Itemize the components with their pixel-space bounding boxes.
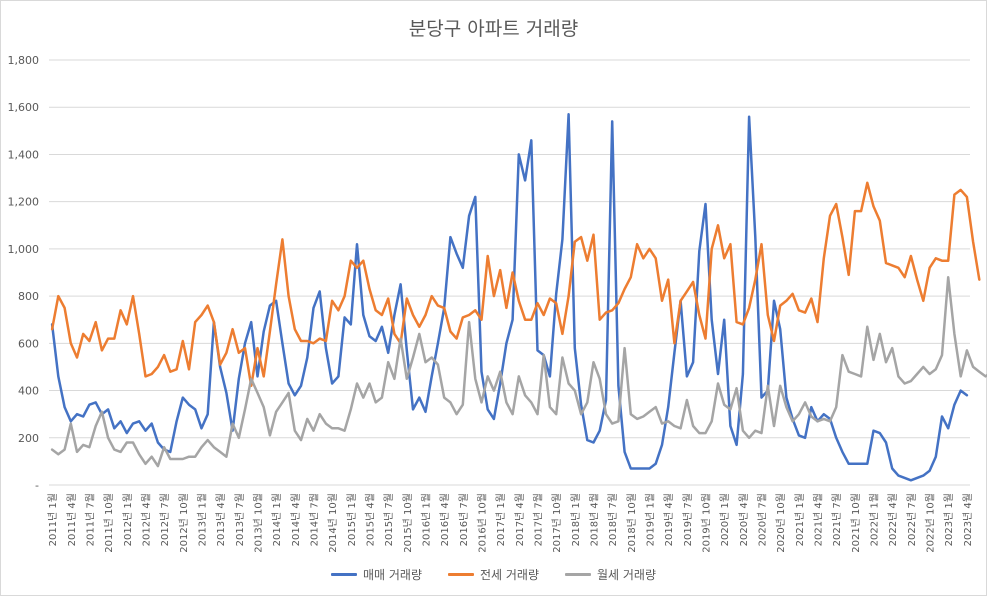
legend: 매매 거래량 전세 거래량 월세 거래량: [0, 566, 987, 583]
x-tick-label: 2015년 1월: [346, 493, 358, 546]
x-tick-label: 2018년 4월: [589, 493, 601, 546]
x-tick-label: 2014년 1월: [271, 493, 283, 546]
x-tick-label: 2023년 4월: [962, 493, 974, 546]
x-tick-label: 2012년 4월: [140, 493, 152, 546]
x-tick-label: 2022년 4월: [887, 493, 899, 546]
x-tick-label: 2022년 7월: [906, 493, 918, 546]
x-tick-label: 2013년 4월: [215, 493, 227, 546]
y-tick-label: 200: [18, 432, 39, 445]
x-tick-label: 2021년 4월: [813, 493, 825, 546]
x-tick-label: 2011년 4월: [66, 493, 78, 546]
y-tick-label: 1,400: [8, 148, 40, 161]
legend-label: 월세 거래량: [597, 568, 657, 582]
x-tick-label: 2023년 1월: [943, 493, 955, 546]
y-tick-label: 800: [18, 290, 39, 303]
x-tick-label: 2020년 1월: [719, 493, 731, 546]
x-tick-label: 2012년 10월: [178, 493, 190, 553]
x-tick-label: 2011년 10월: [103, 493, 115, 553]
x-tick-label: 2022년 10월: [925, 493, 937, 553]
x-tick-label: 2016년 7월: [458, 493, 470, 546]
legend-swatch: [330, 573, 357, 576]
x-tick-label: 2021년 7월: [831, 493, 843, 546]
x-tick-label: 2013년 7월: [234, 493, 246, 546]
gridlines: [49, 59, 970, 486]
x-tick-label: 2017년 7월: [533, 493, 545, 546]
legend-item-1: 매매 거래량: [330, 566, 422, 583]
x-tick-label: 2014년 4월: [290, 493, 302, 546]
x-tick-label: 2019년 10월: [701, 493, 713, 553]
series-line-2: [50, 181, 981, 388]
x-tick-label: 2021년 10월: [850, 493, 862, 553]
y-tick-label: 400: [18, 385, 39, 398]
y-tick-label: 1,800: [8, 54, 40, 67]
y-tick-label: 1,200: [8, 196, 40, 209]
y-tick-label: 600: [18, 337, 39, 350]
x-tick-label: 2019년 1월: [645, 493, 657, 546]
x-tick-label: 2016년 1월: [420, 493, 432, 546]
y-axis: - 200 400 600 800 1,000 1,200 1,400 1,600 1,800: [8, 54, 40, 492]
x-tick-label: 2016년 10월: [476, 493, 488, 553]
x-tick-label: 2015년 7월: [383, 493, 395, 546]
x-tick-label: 2016년 4월: [439, 493, 451, 546]
legend-label: 매매 거래량: [362, 568, 422, 582]
x-tick-label: 2021년 1월: [794, 493, 806, 546]
y-tick-label: 1,000: [8, 243, 40, 256]
series-line-3: [50, 275, 987, 468]
legend-label: 전세 거래량: [479, 568, 539, 582]
series-line-1: [50, 113, 969, 482]
x-tick-label: 2018년 10월: [626, 493, 638, 553]
x-tick-label: 2013년 10월: [252, 493, 264, 553]
x-tick-label: 2011년 1월: [47, 493, 59, 546]
x-tick-label: 2015년 4월: [364, 493, 376, 546]
x-tick-label: 2017년 10월: [551, 493, 563, 553]
x-tick-label: 2018년 7월: [607, 493, 619, 546]
x-tick-label: 2020년 10월: [775, 493, 787, 553]
x-tick-label: 2019년 7월: [682, 493, 694, 546]
chart-title: 분당구 아파트 거래량: [408, 18, 579, 40]
x-tick-label: 2017년 4월: [514, 493, 526, 546]
x-axis: 2011년 1월 2011년 4월 2011년 7월 2011년 10월 2012년 1…: [47, 493, 974, 553]
x-tick-label: 2014년 10월: [327, 493, 339, 553]
x-tick-label: 2018년 1월: [570, 493, 582, 546]
x-tick-label: 2015년 10월: [402, 493, 414, 553]
x-tick-label: 2022년 1월: [869, 493, 881, 546]
legend-swatch: [447, 573, 474, 576]
x-tick-label: 2013년 1월: [196, 493, 208, 546]
x-tick-label: 2020년 4월: [738, 493, 750, 546]
x-tick-label: 2020년 7월: [757, 493, 769, 546]
x-tick-label: 2017년 1월: [495, 493, 507, 546]
legend-swatch: [565, 573, 591, 576]
series-layer: [50, 113, 987, 482]
x-tick-label: 2012년 1월: [122, 493, 134, 546]
x-tick-label: 2019년 4월: [663, 493, 675, 546]
y-tick-label: -: [35, 479, 39, 492]
y-tick-label: 1,600: [8, 101, 40, 114]
x-tick-label: 2011년 7월: [84, 493, 96, 546]
legend-item-2: 전세 거래량: [447, 566, 539, 583]
x-tick-label: 2012년 7월: [159, 493, 171, 546]
legend-item-3: 월세 거래량: [565, 566, 656, 583]
x-tick-label: 2014년 7월: [308, 493, 320, 546]
